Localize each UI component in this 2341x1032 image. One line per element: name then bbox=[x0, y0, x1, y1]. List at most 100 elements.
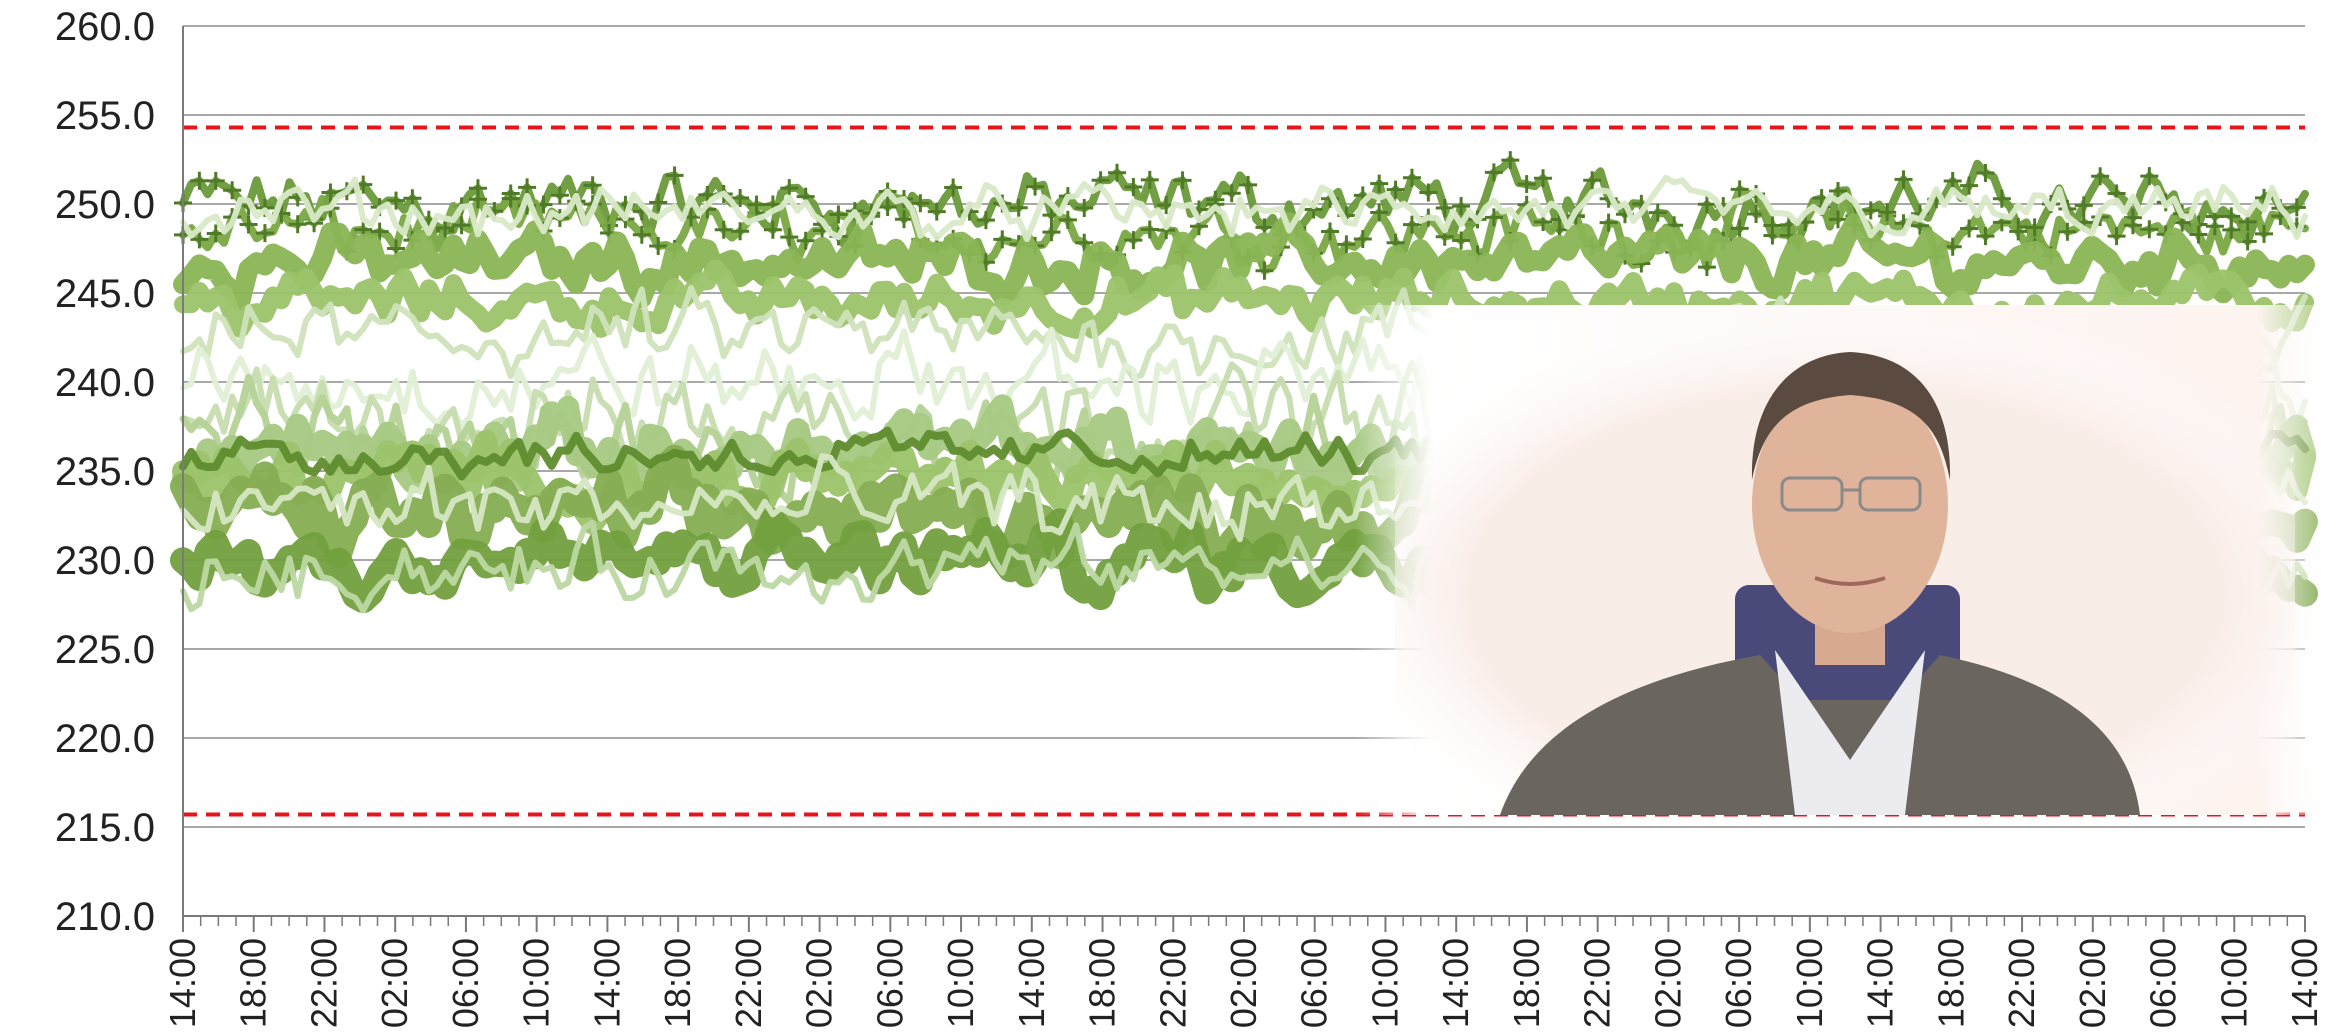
x-tick-label: 18:00 bbox=[657, 938, 698, 1028]
series-marker bbox=[321, 183, 340, 202]
series-marker bbox=[2205, 217, 2224, 236]
y-tick-label: 215.0 bbox=[55, 806, 155, 850]
series-marker bbox=[1452, 231, 1471, 250]
series-marker bbox=[1648, 203, 1667, 222]
series-marker bbox=[731, 222, 750, 241]
series-marker bbox=[1419, 183, 1438, 202]
x-tick-label: 14:00 bbox=[2284, 938, 2325, 1028]
y-tick-label: 235.0 bbox=[55, 450, 155, 494]
series-marker bbox=[894, 210, 913, 229]
series-marker bbox=[255, 224, 274, 243]
series-marker bbox=[1583, 171, 1602, 190]
series-marker bbox=[632, 225, 651, 244]
series-marker bbox=[1960, 176, 1979, 195]
series-marker bbox=[206, 171, 225, 190]
y-tick-label: 220.0 bbox=[55, 717, 155, 761]
series-marker bbox=[1255, 261, 1274, 280]
y-tick-label: 245.0 bbox=[55, 272, 155, 316]
series-marker bbox=[731, 188, 750, 207]
series-marker bbox=[288, 215, 307, 234]
x-tick-label: 22:00 bbox=[728, 938, 769, 1028]
series-marker bbox=[1697, 195, 1716, 214]
series-marker bbox=[1124, 178, 1143, 197]
series-marker bbox=[1894, 170, 1913, 189]
x-tick-label: 02:00 bbox=[1647, 938, 1688, 1028]
series-marker bbox=[2107, 227, 2126, 246]
glasses-left bbox=[1780, 476, 1844, 512]
x-tick-label: 06:00 bbox=[1718, 938, 1759, 1028]
series-marker bbox=[649, 193, 668, 212]
series-marker bbox=[1402, 168, 1421, 187]
series-marker bbox=[1484, 163, 1503, 182]
series-marker bbox=[436, 218, 455, 237]
series-marker bbox=[2074, 196, 2093, 215]
series-marker bbox=[370, 222, 389, 241]
series-marker bbox=[2189, 225, 2208, 244]
series-marker bbox=[829, 205, 848, 224]
series-marker bbox=[780, 228, 799, 247]
series-marker bbox=[1140, 220, 1159, 239]
series-marker bbox=[2140, 167, 2159, 186]
x-tick-label: 02:00 bbox=[374, 938, 415, 1028]
series-marker bbox=[1042, 223, 1061, 242]
series-marker bbox=[239, 215, 258, 234]
x-tick-label: 22:00 bbox=[1152, 938, 1193, 1028]
series-marker bbox=[223, 181, 242, 200]
series-marker bbox=[403, 189, 422, 208]
portrait-photo bbox=[1355, 305, 2335, 815]
mouth bbox=[1814, 576, 1886, 586]
series-marker bbox=[665, 166, 684, 185]
series-marker bbox=[501, 189, 520, 208]
series-marker bbox=[780, 179, 799, 198]
x-tick-label: 06:00 bbox=[445, 938, 486, 1028]
limit-lines bbox=[183, 125, 2305, 817]
series-marker bbox=[1730, 219, 1749, 238]
series-marker bbox=[468, 190, 487, 209]
series-marker bbox=[1321, 222, 1340, 241]
x-tick-label: 14:00 bbox=[162, 938, 203, 1028]
series-marker bbox=[1353, 229, 1372, 248]
series-marker bbox=[1075, 233, 1094, 252]
series-marker bbox=[1386, 180, 1405, 199]
series-marker bbox=[911, 194, 930, 213]
x-tick-label: 02:00 bbox=[1223, 938, 1264, 1028]
x-tick-label: 10:00 bbox=[516, 938, 557, 1028]
x-tick-label: 22:00 bbox=[1577, 938, 1618, 1028]
hair bbox=[1751, 352, 1951, 480]
series-marker bbox=[2009, 222, 2028, 241]
series-marker bbox=[1829, 182, 1847, 201]
series-marker bbox=[2058, 222, 2077, 241]
series-marker bbox=[1730, 180, 1749, 199]
series-marker bbox=[583, 176, 602, 195]
y-tick-label: 225.0 bbox=[55, 628, 155, 672]
shirt bbox=[1775, 650, 1925, 815]
face bbox=[1752, 377, 1948, 633]
series-marker bbox=[1763, 216, 1782, 235]
series-marker bbox=[2025, 218, 2044, 237]
series-marker bbox=[2287, 198, 2306, 217]
series-marker bbox=[1960, 219, 1979, 238]
series-marker bbox=[1501, 151, 1520, 170]
x-tick-label: 14:00 bbox=[1435, 938, 1476, 1028]
series-marker bbox=[2140, 220, 2159, 239]
series-marker bbox=[944, 178, 963, 197]
series-marker bbox=[1075, 199, 1094, 218]
series-marker bbox=[2091, 167, 2110, 186]
series-marker bbox=[1239, 175, 1258, 194]
series-marker bbox=[649, 236, 668, 255]
series-marker bbox=[1435, 199, 1454, 218]
series-marker bbox=[1976, 227, 1995, 246]
series-marker bbox=[1992, 189, 2011, 208]
series-marker bbox=[1058, 210, 1077, 229]
y-tick-label: 250.0 bbox=[55, 183, 155, 227]
axes: 210.0 215.0 220.0 225.0 230.0 235.0 240.0 245.0… bbox=[55, 5, 2325, 1028]
series-line bbox=[180, 174, 2308, 243]
series-marker bbox=[878, 197, 897, 216]
glasses-right bbox=[1858, 476, 1922, 512]
series-marker bbox=[1337, 235, 1356, 254]
series-marker bbox=[1878, 203, 1897, 222]
series-marker bbox=[190, 171, 209, 190]
x-tick-label: 10:00 bbox=[1364, 938, 1405, 1028]
